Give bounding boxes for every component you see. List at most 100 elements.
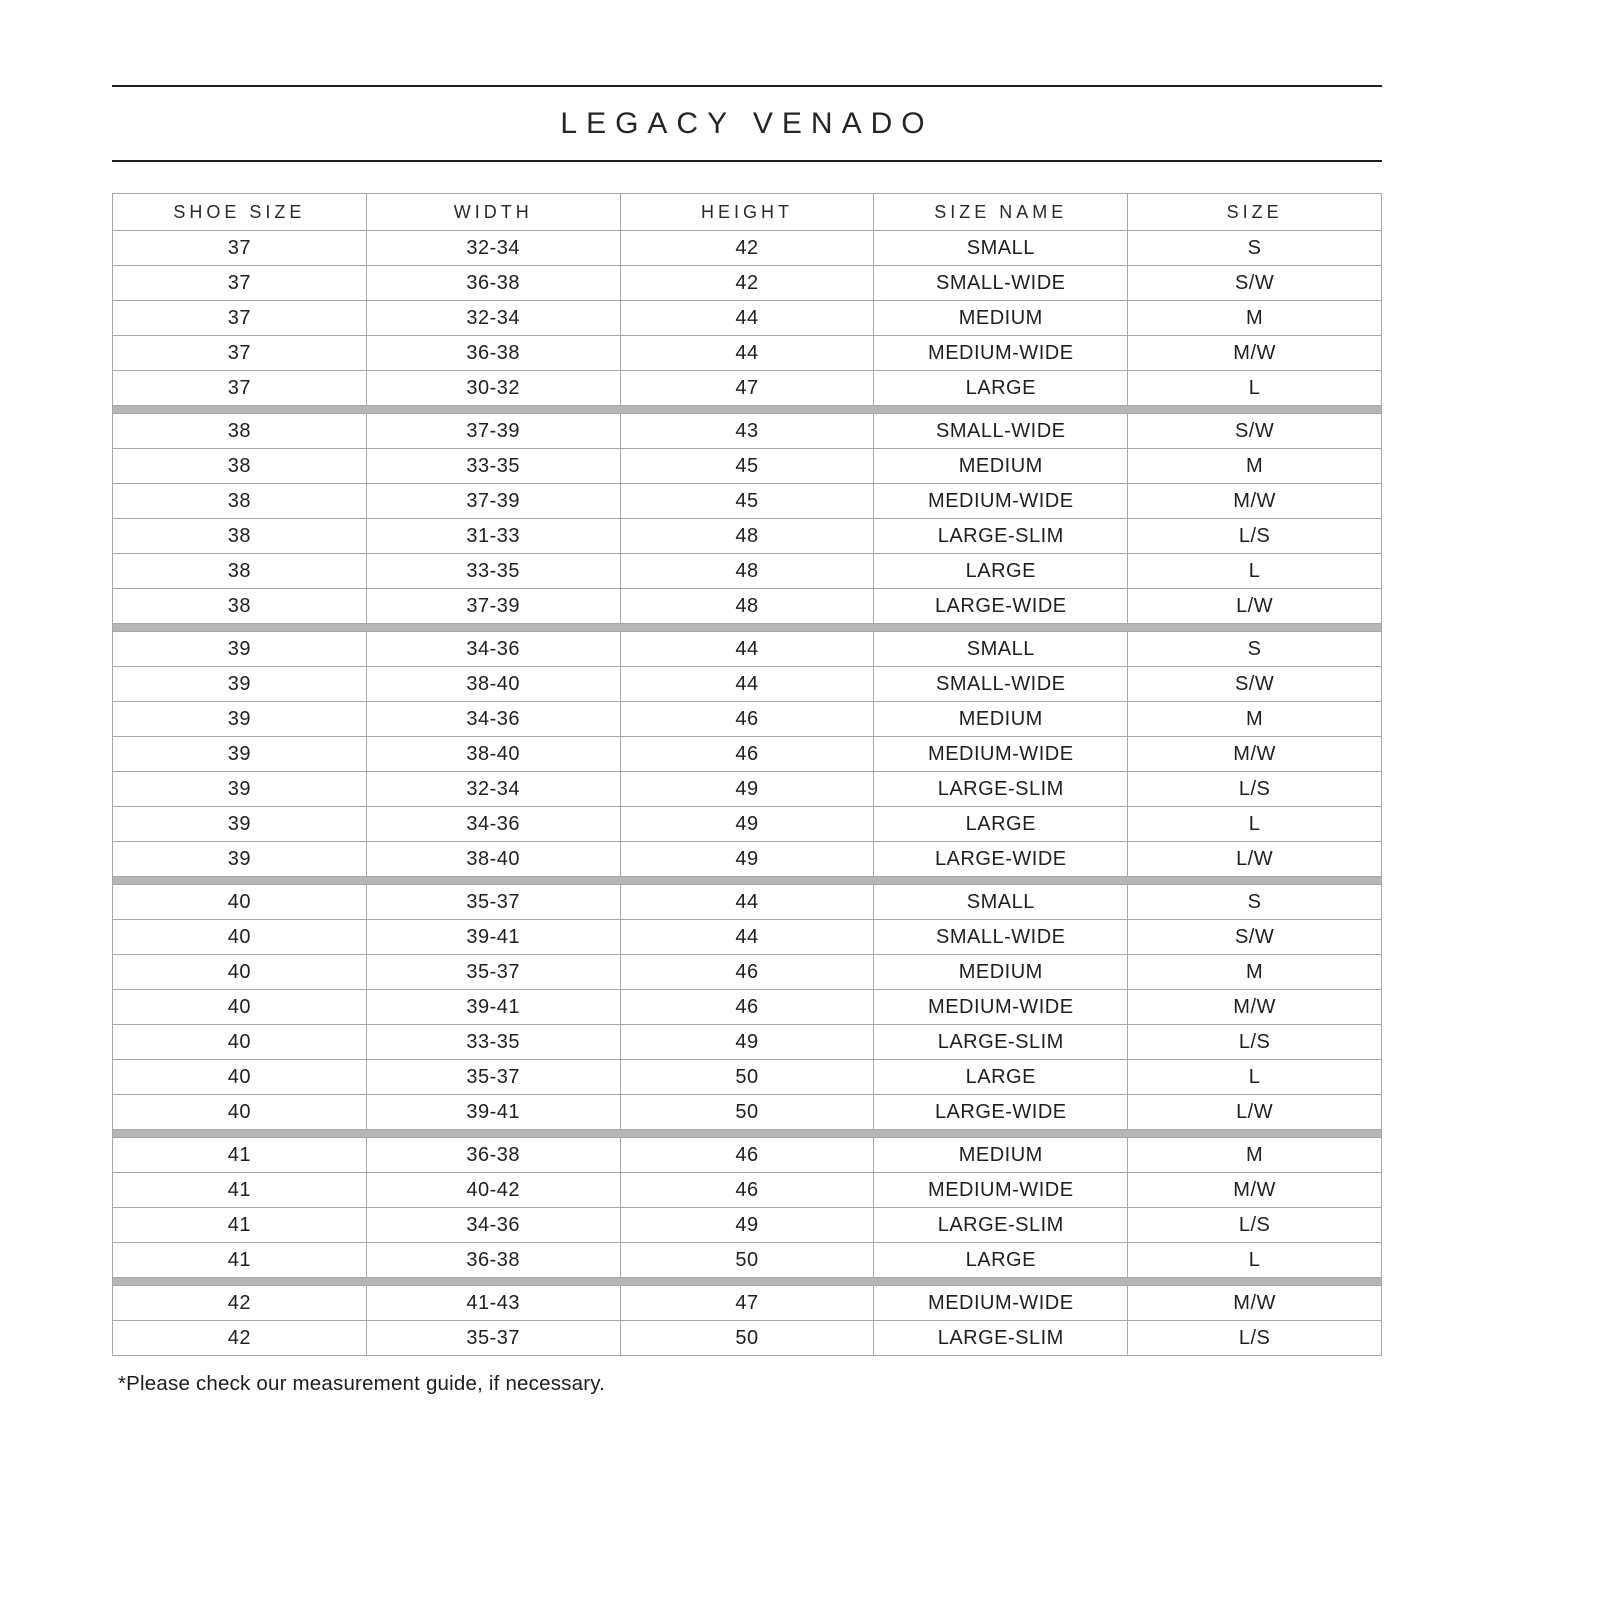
table-row: 38 37-39 45 MEDIUM-WIDE M/W <box>112 483 1382 519</box>
table-cell-size: L <box>1127 370 1382 406</box>
table-cell-size-name: LARGE <box>873 1059 1129 1095</box>
title-rule-bottom <box>112 160 1382 162</box>
table-cell-width: 36-38 <box>365 335 621 371</box>
table-cell-size: M/W <box>1127 989 1382 1025</box>
table-cell-size: L <box>1127 1242 1382 1278</box>
table-cell-width: 35-37 <box>365 954 621 990</box>
table-cell-height: 44 <box>619 335 875 371</box>
footnote: *Please check our measurement guide, if … <box>118 1372 606 1395</box>
table-cell-size: M/W <box>1127 736 1382 772</box>
table-row: 37 30-32 47 LARGE L <box>112 370 1382 406</box>
table-cell-size: L <box>1127 1059 1382 1095</box>
table-row: 40 39-41 44 SMALL-WIDE S/W <box>112 919 1382 955</box>
table-cell-height: 44 <box>619 666 875 702</box>
table-row: 41 40-42 46 MEDIUM-WIDE M/W <box>112 1172 1382 1208</box>
table-cell-size-name: SMALL <box>873 230 1129 266</box>
table-cell-size-name: SMALL-WIDE <box>873 919 1129 955</box>
table-cell-shoe-size: 40 <box>112 919 367 955</box>
table-cell-height: 50 <box>619 1094 875 1130</box>
column-header: SIZE NAME <box>873 193 1129 231</box>
table-cell-size-name: MEDIUM-WIDE <box>873 1172 1129 1208</box>
table-cell-shoe-size: 40 <box>112 1024 367 1060</box>
table-cell-height: 48 <box>619 518 875 554</box>
table-cell-height: 49 <box>619 841 875 877</box>
table-cell-height: 50 <box>619 1242 875 1278</box>
table-cell-size: M/W <box>1127 483 1382 519</box>
table-cell-size: M <box>1127 300 1382 336</box>
table-cell-width: 35-37 <box>365 1059 621 1095</box>
table-row: 41 36-38 50 LARGE L <box>112 1242 1382 1278</box>
table-cell-shoe-size: 41 <box>112 1172 367 1208</box>
table-cell-width: 35-37 <box>365 1320 621 1356</box>
table-cell-shoe-size: 37 <box>112 335 367 371</box>
table-cell-size-name: SMALL <box>873 631 1129 667</box>
table-cell-shoe-size: 39 <box>112 806 367 842</box>
table-cell-height: 46 <box>619 736 875 772</box>
table-cell-width: 38-40 <box>365 736 621 772</box>
table-cell-size: S <box>1127 230 1382 266</box>
table-cell-width: 32-34 <box>365 230 621 266</box>
table-cell-width: 38-40 <box>365 666 621 702</box>
group-divider <box>112 623 1382 632</box>
table-cell-width: 30-32 <box>365 370 621 406</box>
table-cell-shoe-size: 37 <box>112 370 367 406</box>
table-cell-shoe-size: 39 <box>112 841 367 877</box>
group-divider-band <box>112 1277 1382 1286</box>
table-cell-height: 50 <box>619 1320 875 1356</box>
table-row: 40 35-37 44 SMALL S <box>112 884 1382 920</box>
table-cell-shoe-size: 40 <box>112 1059 367 1095</box>
table-cell-height: 45 <box>619 448 875 484</box>
table-cell-size-name: SMALL <box>873 884 1129 920</box>
table-row: 40 33-35 49 LARGE-SLIM L/S <box>112 1024 1382 1060</box>
table-cell-size-name: LARGE <box>873 806 1129 842</box>
table-cell-height: 49 <box>619 771 875 807</box>
table-cell-width: 32-34 <box>365 771 621 807</box>
table-cell-size-name: MEDIUM <box>873 300 1129 336</box>
table-cell-height: 46 <box>619 1172 875 1208</box>
table-cell-size-name: MEDIUM <box>873 701 1129 737</box>
table-cell-height: 49 <box>619 806 875 842</box>
table-cell-size: L <box>1127 553 1382 589</box>
table-cell-height: 44 <box>619 884 875 920</box>
table-cell-width: 33-35 <box>365 553 621 589</box>
table-cell-size-name: LARGE-WIDE <box>873 588 1129 624</box>
table-cell-width: 36-38 <box>365 1137 621 1173</box>
table-cell-width: 35-37 <box>365 884 621 920</box>
group-divider <box>112 1129 1382 1138</box>
table-cell-width: 34-36 <box>365 701 621 737</box>
size-chart-table: SHOE SIZE WIDTH HEIGHT SIZE NAME SIZE 37 32-3… <box>112 193 1382 1356</box>
table-cell-shoe-size: 37 <box>112 265 367 301</box>
table-row: 39 32-34 49 LARGE-SLIM L/S <box>112 771 1382 807</box>
table-cell-height: 44 <box>619 300 875 336</box>
table-row: 38 37-39 48 LARGE-WIDE L/W <box>112 588 1382 624</box>
table-cell-size: L/W <box>1127 1094 1382 1130</box>
table-cell-size: S/W <box>1127 413 1382 449</box>
table-cell-width: 34-36 <box>365 1207 621 1243</box>
table-cell-height: 50 <box>619 1059 875 1095</box>
table-cell-size-name: MEDIUM-WIDE <box>873 335 1129 371</box>
table-cell-height: 47 <box>619 1285 875 1321</box>
table-cell-size-name: SMALL-WIDE <box>873 265 1129 301</box>
table-cell-width: 40-42 <box>365 1172 621 1208</box>
table-cell-height: 48 <box>619 553 875 589</box>
table-cell-width: 39-41 <box>365 989 621 1025</box>
table-cell-size: M/W <box>1127 335 1382 371</box>
table-cell-width: 31-33 <box>365 518 621 554</box>
table-cell-shoe-size: 37 <box>112 300 367 336</box>
table-cell-size: M/W <box>1127 1285 1382 1321</box>
table-cell-height: 47 <box>619 370 875 406</box>
table-cell-size: S/W <box>1127 666 1382 702</box>
table-cell-width: 37-39 <box>365 413 621 449</box>
table-cell-height: 45 <box>619 483 875 519</box>
table-cell-shoe-size: 42 <box>112 1320 367 1356</box>
table-cell-size-name: LARGE-WIDE <box>873 1094 1129 1130</box>
size-chart-content: LEGACY VENADO SHOE SIZE WIDTH HEIGHT SIZE N… <box>112 0 1382 1396</box>
table-row: 40 35-37 50 LARGE L <box>112 1059 1382 1095</box>
table-cell-size-name: MEDIUM <box>873 1137 1129 1173</box>
table-cell-height: 43 <box>619 413 875 449</box>
table-cell-shoe-size: 38 <box>112 588 367 624</box>
page-title: LEGACY VENADO <box>560 107 934 140</box>
table-row: 40 35-37 46 MEDIUM M <box>112 954 1382 990</box>
group-divider <box>112 1277 1382 1286</box>
table-header-row: SHOE SIZE WIDTH HEIGHT SIZE NAME SIZE <box>112 193 1382 231</box>
